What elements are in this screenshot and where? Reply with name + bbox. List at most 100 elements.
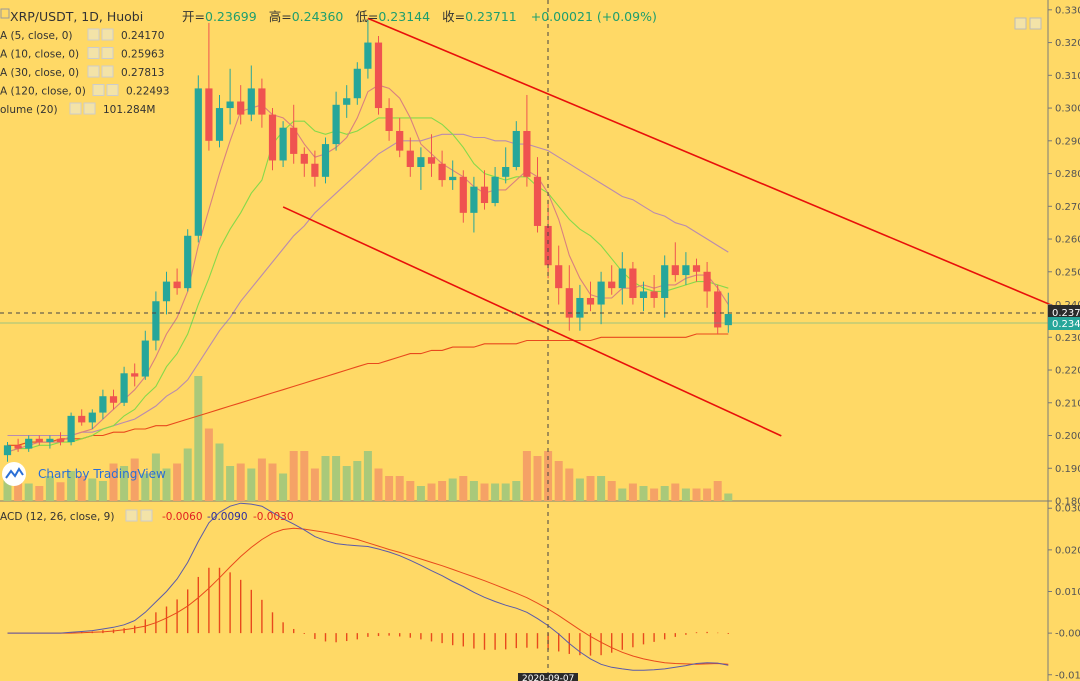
price-tick-label: 0.230	[1055, 333, 1080, 344]
last-price-label: 0.234	[1052, 319, 1080, 330]
low-label: 低	[355, 9, 368, 24]
volume-histogram	[3, 376, 733, 501]
volume-bar	[565, 468, 574, 501]
macd-settings-icon[interactable]	[125, 509, 138, 522]
candle	[597, 271, 605, 325]
volume-bar	[321, 456, 330, 501]
volume-bar	[374, 468, 383, 501]
high-label: 高	[269, 9, 282, 24]
indicator-settings-icon[interactable]	[87, 28, 100, 41]
volume-bar	[56, 482, 65, 501]
volume-bar	[586, 476, 595, 501]
candle	[162, 271, 171, 315]
svg-text:开=0.23699 高=0.24360: 开=0.23699 高=0.24360 低=0.23144 收=0.23711 …	[182, 9, 657, 24]
price-tick-label: 0.190	[1055, 464, 1080, 475]
candle	[491, 167, 499, 207]
volume-bar	[681, 488, 690, 501]
indicator-value: 0.22493	[126, 86, 169, 98]
trendline-lower[interactable]	[282, 206, 782, 437]
candle	[459, 170, 467, 223]
ma120-line	[7, 333, 729, 446]
candle	[608, 265, 616, 295]
volume-bar	[215, 443, 224, 501]
candle	[470, 176, 478, 233]
candle	[565, 265, 573, 331]
indicator-settings-icon[interactable]	[69, 102, 82, 115]
volume-bar	[416, 486, 425, 501]
candle	[3, 442, 12, 462]
indicator-close-icon[interactable]	[106, 84, 119, 96]
macd-line	[7, 502, 729, 671]
open-label: 开	[182, 9, 195, 24]
candle	[586, 281, 595, 312]
price-tick-label: 0.290	[1055, 136, 1080, 147]
trendline-upper[interactable]	[367, 17, 1080, 325]
indicator-close-icon[interactable]	[101, 47, 114, 59]
candle	[215, 94, 224, 148]
price-tick-label: 0.250	[1055, 267, 1080, 278]
candle	[661, 255, 669, 318]
candle	[56, 432, 65, 446]
candle	[99, 389, 107, 420]
volume-bar	[45, 476, 54, 501]
candle	[78, 409, 86, 426]
indicator-settings-icon[interactable]	[92, 84, 105, 96]
tradingview-watermark[interactable]: Chart by TradingView	[2, 462, 166, 486]
volume-bar	[607, 481, 616, 501]
volume-bar	[310, 468, 319, 501]
pane-controls[interactable]	[1014, 17, 1042, 30]
indicator-close-icon[interactable]	[83, 102, 96, 115]
candle	[480, 170, 489, 210]
candle	[671, 242, 679, 282]
candle	[35, 435, 43, 446]
indicator-close-icon[interactable]	[101, 28, 114, 41]
volume-bar	[385, 476, 394, 501]
low-value: 0.23144	[378, 9, 430, 24]
candle	[226, 68, 234, 125]
indicator-close-icon[interactable]	[101, 65, 114, 78]
volume-bar	[639, 486, 648, 501]
volume-bar	[713, 481, 722, 501]
indicator-value: 0.27813	[121, 67, 164, 79]
candle	[25, 435, 33, 452]
volume-bar	[438, 481, 447, 501]
indicator-value: 0.25963	[121, 49, 164, 61]
indicator-label: A (5, close, 0)	[0, 30, 72, 42]
price-tick-label: 0.330	[1055, 5, 1080, 16]
candle	[141, 330, 149, 380]
indicator-value: 0.24170	[121, 30, 164, 42]
volume-bar	[342, 466, 351, 501]
macd-close-icon[interactable]	[140, 509, 153, 522]
volume-bar	[406, 481, 415, 501]
volume-bar	[512, 481, 521, 501]
candle	[650, 275, 658, 308]
price-tick-label: 0.180	[1055, 497, 1080, 508]
volume-bar	[173, 463, 182, 501]
candle	[374, 36, 383, 115]
volume-bar	[77, 476, 86, 501]
volume-bar	[109, 463, 118, 501]
indicator-settings-icon[interactable]	[87, 47, 100, 59]
indicator-row: A (30, close, 0) 0.27813	[0, 65, 164, 79]
volume-bar	[236, 463, 245, 501]
crosshair-price-label: 0.237	[1052, 308, 1080, 319]
collapse-icon[interactable]	[0, 8, 10, 19]
volume-bar	[257, 458, 266, 501]
indicator-label: A (10, close, 0)	[0, 49, 79, 61]
volume-bar	[692, 488, 701, 501]
volume-bar	[427, 483, 436, 501]
candle	[438, 150, 446, 187]
candle	[131, 363, 139, 387]
volume-bar	[247, 468, 256, 501]
indicator-row: A (10, close, 0) 0.25963	[0, 47, 164, 61]
candle	[714, 284, 722, 334]
macd-tick-label: 0.010	[1055, 587, 1080, 598]
indicator-settings-icon[interactable]	[87, 65, 100, 78]
candle	[120, 366, 128, 407]
candle	[555, 245, 563, 305]
candle	[427, 134, 436, 177]
price-tick-label: 0.270	[1055, 202, 1080, 213]
indicator-row: A (5, close, 0) 0.24170	[0, 28, 164, 42]
macd-tick-label: -0.000	[1055, 629, 1080, 640]
